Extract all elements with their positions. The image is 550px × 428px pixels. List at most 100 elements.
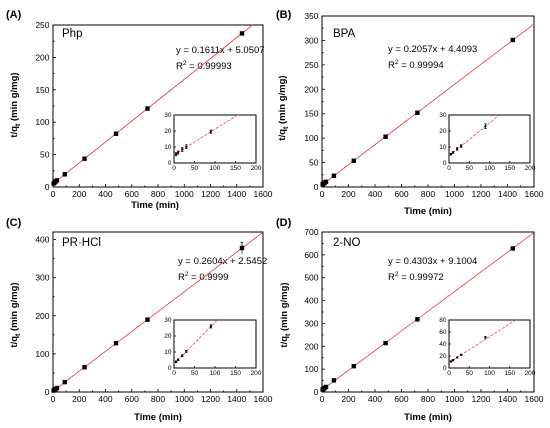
x-tick-label: 200 bbox=[72, 394, 86, 404]
y-tick-label: 400 bbox=[35, 235, 49, 245]
x-tick-label: 800 bbox=[421, 394, 435, 404]
inset-y-tick-label: 20 bbox=[164, 128, 172, 135]
inset-background bbox=[449, 115, 530, 163]
r2-value: = 0.99972 bbox=[399, 272, 444, 283]
inset-x-tick-label: 100 bbox=[210, 370, 221, 377]
r2-sup: 2 bbox=[183, 60, 187, 67]
y-tick-label: 500 bbox=[304, 273, 318, 283]
compound-name: 2-NO bbox=[333, 237, 361, 249]
inset-x-tick-label: 100 bbox=[210, 165, 221, 172]
inset-y-tick-label: 10 bbox=[164, 144, 172, 151]
inset-data-point bbox=[460, 145, 463, 148]
data-point bbox=[351, 363, 356, 369]
inset-y-tick-label: 40 bbox=[439, 341, 447, 348]
r-squared: R2 = 0.99972 bbox=[388, 271, 444, 283]
inset-data-point bbox=[452, 151, 455, 154]
inset-background bbox=[174, 320, 256, 368]
x-tick-label: 800 bbox=[151, 189, 165, 199]
inset-background bbox=[174, 115, 256, 163]
x-tick-label: 1600 bbox=[525, 189, 544, 199]
data-point bbox=[82, 365, 87, 370]
x-tick-label: 200 bbox=[341, 189, 355, 199]
inset-fit-line bbox=[173, 114, 238, 156]
x-tick-label: 200 bbox=[341, 394, 355, 404]
x-tick-label: 1000 bbox=[175, 394, 194, 404]
inset-data-point bbox=[185, 145, 188, 148]
data-point bbox=[239, 245, 245, 251]
r2-sup: 2 bbox=[185, 271, 189, 278]
fit-line bbox=[321, 23, 535, 186]
inset-x-tick-label: 100 bbox=[484, 165, 495, 172]
x-tick-label: 1200 bbox=[472, 394, 491, 404]
data-point bbox=[113, 341, 119, 346]
r2-value: = 0.99994 bbox=[399, 60, 444, 71]
data-point bbox=[113, 131, 119, 136]
y-tick-label: 200 bbox=[35, 311, 49, 321]
x-tick-label: 1000 bbox=[445, 189, 464, 199]
inset-data-point bbox=[181, 148, 184, 151]
inset-x-tick-label: 50 bbox=[191, 165, 199, 172]
y-axis-title-unit: (min g/mg) bbox=[9, 72, 20, 123]
r-squared: R2 = 0.99993 bbox=[176, 60, 232, 72]
x-tick-label: 1200 bbox=[472, 189, 491, 199]
x-tick-label: 0 bbox=[51, 189, 56, 199]
data-point bbox=[383, 340, 388, 346]
data-point bbox=[510, 37, 515, 43]
inset-x-tick-label: 100 bbox=[484, 370, 495, 377]
inset-y-tick-label: 80 bbox=[439, 317, 447, 324]
inset-data-point bbox=[177, 358, 180, 361]
data-point bbox=[82, 156, 87, 161]
r2-prefix: R bbox=[178, 272, 185, 283]
inset-fit-line bbox=[448, 319, 516, 363]
y-tick-label: 300 bbox=[35, 273, 49, 283]
x-tick-label: 600 bbox=[394, 189, 408, 199]
r-squared: R2 = 0.9999 bbox=[178, 271, 228, 283]
data-point bbox=[323, 384, 329, 390]
inset-y-tick-label: 20 bbox=[439, 353, 447, 360]
y-tick-label: 50 bbox=[309, 158, 319, 168]
y-tick-label: 300 bbox=[304, 35, 318, 45]
inset-data-point bbox=[456, 356, 459, 359]
x-tick-label: 1400 bbox=[498, 189, 517, 199]
r2-value: = 0.9999 bbox=[189, 272, 229, 283]
data-point bbox=[62, 172, 68, 177]
inset-plot: 0 50 100 150 200 0 10 20 30 bbox=[439, 112, 536, 172]
y-axis-title: t/qt (min g/mg) bbox=[9, 72, 22, 137]
data-point bbox=[331, 378, 337, 383]
x-tick-label: 1600 bbox=[254, 394, 273, 404]
inset-data-point bbox=[181, 354, 184, 357]
inset-x-tick-label: 150 bbox=[504, 165, 515, 172]
y-tick-label: 200 bbox=[304, 341, 318, 351]
y-axis-title-sub: t bbox=[15, 123, 22, 126]
panel-label: (A) bbox=[6, 9, 22, 21]
fit-line bbox=[52, 231, 264, 392]
y-tick-label: 600 bbox=[304, 250, 318, 260]
data-point bbox=[415, 317, 420, 322]
x-axis-title: Time (min) bbox=[134, 412, 182, 423]
y-axis-title-sub: t bbox=[285, 333, 292, 336]
inset-x-tick-label: 150 bbox=[230, 370, 241, 377]
inset-background bbox=[449, 320, 530, 368]
x-tick-label: 600 bbox=[125, 394, 139, 404]
x-tick-label: 400 bbox=[368, 394, 382, 404]
y-tick-label: 150 bbox=[35, 85, 49, 95]
panel-c: (C) PR·HCl y = 0.2604x + 2.5452 R2 = 0.9… bbox=[6, 217, 273, 423]
data-point bbox=[510, 246, 515, 251]
inset-x-tick-label: 200 bbox=[251, 165, 262, 172]
inset-x-tick-label: 200 bbox=[525, 370, 536, 377]
inset-y-tick-label: 10 bbox=[164, 349, 172, 356]
inset-data-point bbox=[450, 153, 453, 156]
y-tick-label: 150 bbox=[304, 109, 318, 119]
y-axis-title-main: t/q bbox=[277, 129, 288, 141]
data-point bbox=[351, 158, 356, 163]
y-axis-title: t/qt (min g/mg) bbox=[277, 75, 290, 140]
data-point bbox=[145, 317, 150, 322]
y-axis-title-unit: (min g/mg) bbox=[9, 282, 20, 333]
y-tick-label: 250 bbox=[35, 20, 49, 30]
inset-data-point bbox=[450, 360, 453, 363]
x-tick-label: 0 bbox=[320, 394, 325, 404]
y-tick-label: 350 bbox=[304, 11, 318, 21]
panel-label: (D) bbox=[276, 217, 292, 229]
inset-y-tick-label: 0 bbox=[443, 365, 447, 372]
